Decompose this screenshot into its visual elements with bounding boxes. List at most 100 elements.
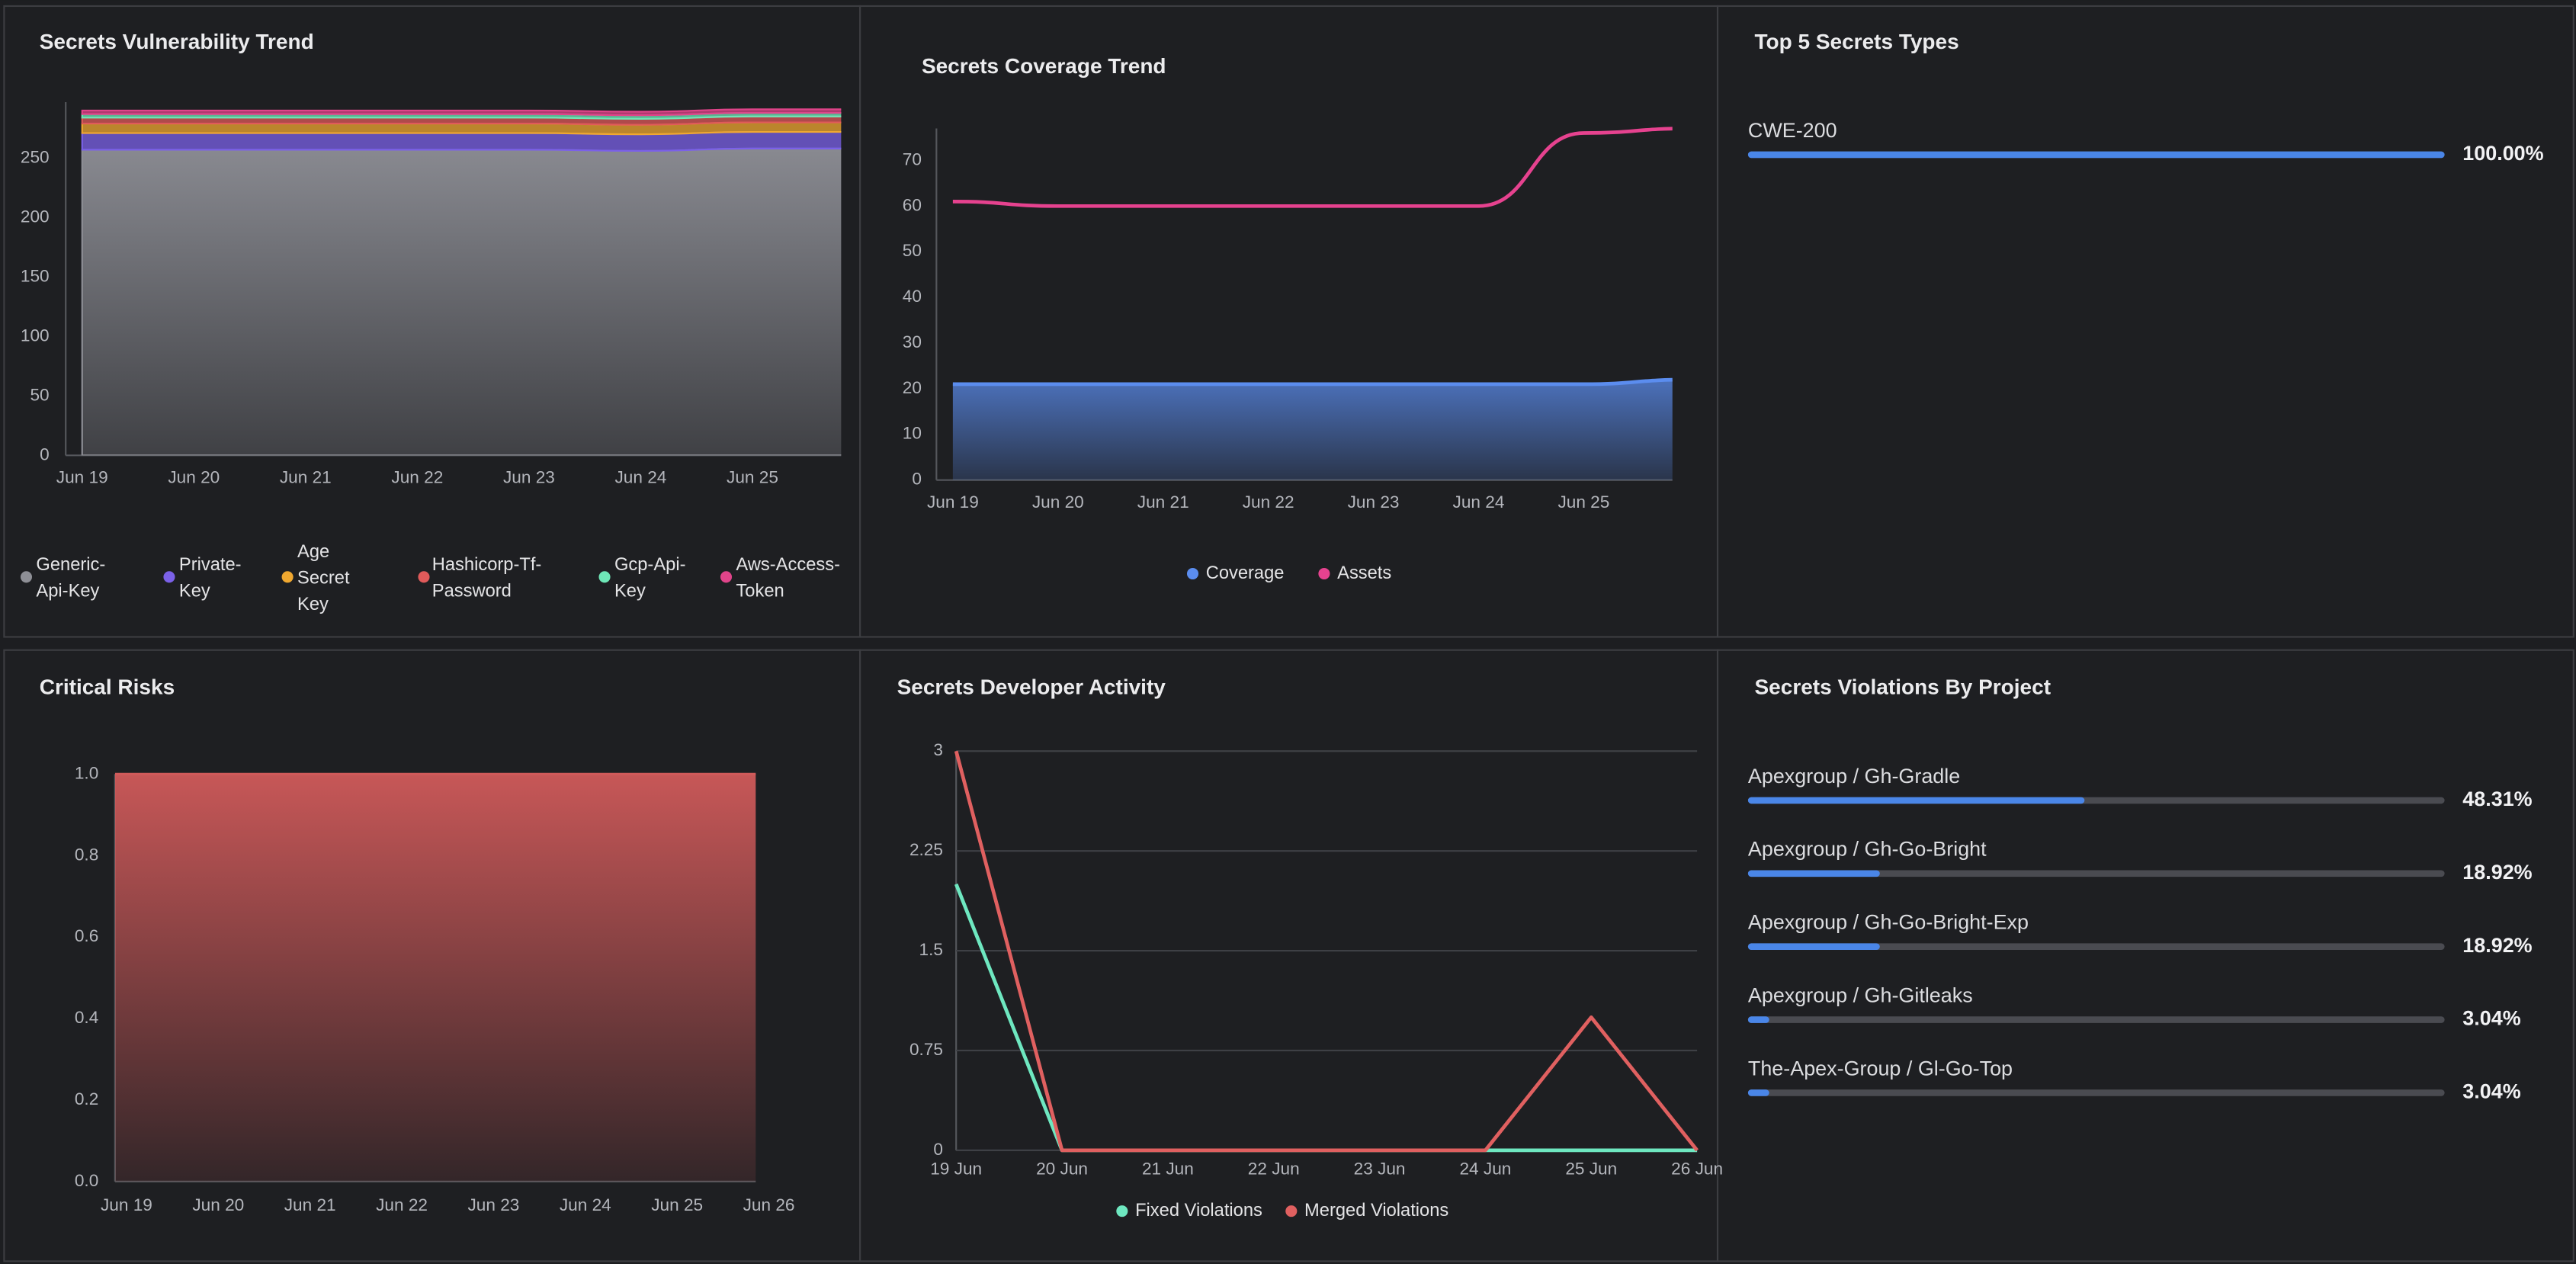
value-label: 48.31% [2462, 788, 2532, 810]
plot [952, 127, 1673, 480]
area [114, 774, 756, 1182]
bar-label: Apexgroup / Gh-Go-Bright [1748, 838, 1987, 861]
legend-entry: Age Secret Key [297, 542, 350, 615]
y-tick-label: 70 [903, 149, 922, 168]
y-tick-label: 50 [30, 385, 49, 404]
y-tick-label: 3 [933, 740, 943, 759]
y-tick-label: 60 [903, 195, 922, 214]
legend-marker [418, 571, 430, 583]
x-tick-label: Jun 19 [101, 1195, 152, 1214]
x-tick-label: Jun 25 [651, 1195, 703, 1214]
x-tick-label: Jun 26 [743, 1195, 795, 1214]
chart-title: Critical Risks [40, 675, 175, 699]
y-tick-label: 0.75 [909, 1040, 943, 1059]
legend-marker [720, 571, 733, 583]
legend-label: Gcp-Api-Key [614, 555, 686, 602]
legend-marker [20, 571, 33, 583]
x-tick-label: 26 Jun [1671, 1160, 1723, 1179]
y-tick-label: 0 [40, 444, 50, 464]
x-tick-label: 25 Jun [1565, 1160, 1617, 1179]
legend-marker [1285, 1205, 1298, 1217]
bar [1747, 943, 1880, 950]
bar-label: The-Apex-Group / Gl-Go-Top [1748, 1057, 2013, 1080]
legend-label: Private-Key [178, 555, 242, 602]
y-tick-label: 10 [903, 424, 922, 443]
bar [1747, 151, 2445, 159]
bar-track [1747, 1016, 2445, 1023]
value-label: 18.92% [2462, 861, 2532, 884]
area-band [81, 108, 842, 117]
x-tick-label: Jun 21 [284, 1195, 336, 1214]
y-tick-label: 1.0 [75, 763, 98, 782]
y-tick-label: 40 [903, 287, 922, 306]
bar [1747, 1089, 1769, 1096]
x-tick-label: Jun 23 [503, 467, 555, 486]
bar-label: CWE-200 [1748, 119, 1837, 142]
x-tick-label: 23 Jun [1354, 1160, 1406, 1179]
x-tick-label: 20 Jun [1036, 1160, 1088, 1179]
legend-marker [163, 571, 175, 583]
plot [81, 108, 842, 456]
legend-entry: Hashicorp-Tf-Password [431, 555, 542, 602]
legend-marker [1186, 567, 1199, 580]
y-tick-label: 250 [21, 147, 50, 166]
x-tick-label: 19 Jun [930, 1160, 982, 1179]
legend-label: Generic-Api-Key [36, 555, 106, 602]
bar [1747, 870, 1880, 877]
legend-label: Hashicorp-Tf-Password [431, 555, 542, 602]
x-tick-label: Jun 25 [727, 467, 778, 486]
legend-label: Assets [1337, 563, 1391, 583]
y-tick-label: 0 [912, 470, 922, 489]
y-tick-label: 50 [903, 241, 922, 260]
bar-label: Apexgroup / Gh-Go-Bright-Exp [1748, 911, 2029, 934]
bar-label: Apexgroup / Gh-Gradle [1748, 765, 1960, 788]
y-tick-label: 0.4 [75, 1008, 98, 1027]
legend-marker [281, 571, 294, 583]
value-label: 3.04% [2462, 1080, 2520, 1103]
x-tick-label: 22 Jun [1248, 1160, 1300, 1179]
area [952, 380, 1673, 480]
value-label: 3.04% [2462, 1007, 2520, 1030]
y-tick-label: 2.25 [909, 840, 943, 859]
x-tick-label: Jun 24 [560, 1195, 611, 1214]
chart-title: Secrets Coverage Trend [922, 54, 1166, 78]
y-tick-label: 0.6 [75, 926, 98, 945]
panel [1716, 5, 2574, 638]
plot [114, 772, 756, 1182]
chart-title: Secrets Violations By Project [1755, 675, 2051, 699]
chart-title: Secrets Developer Activity [897, 675, 1166, 699]
bar-track [1747, 870, 2445, 877]
area-band [81, 130, 842, 152]
legend-label: Age Secret Key [297, 542, 350, 615]
y-tick-label: 0 [933, 1140, 943, 1159]
line [952, 127, 1673, 208]
y-tick-label: 200 [21, 207, 50, 226]
y-tick-label: 0.2 [75, 1089, 98, 1108]
chart-title: Top 5 Secrets Types [1755, 30, 1959, 53]
bar-track [1747, 943, 2445, 950]
bar-track [1747, 1089, 2445, 1096]
legend-entry: Generic-Api-Key [36, 555, 106, 602]
x-tick-label: Jun 20 [192, 1195, 244, 1214]
x-tick-label: Jun 23 [1348, 492, 1400, 512]
y-tick-label: 1.5 [919, 940, 943, 959]
y-tick-label: 0.8 [75, 845, 98, 864]
panel [859, 5, 1719, 638]
x-tick-label: Jun 22 [391, 467, 443, 486]
bar [1747, 797, 2085, 804]
value-label: 18.92% [2462, 934, 2532, 957]
x-tick-label: 21 Jun [1142, 1160, 1194, 1179]
area-band [81, 147, 842, 456]
x-tick-label: Jun 24 [614, 467, 666, 486]
legend-marker [1116, 1205, 1128, 1217]
legend-marker [1318, 567, 1330, 580]
line [952, 377, 1673, 387]
legend-entry: Gcp-Api-Key [614, 555, 686, 602]
legend-label: Aws-Access-Token [736, 555, 841, 602]
x-tick-label: Jun 20 [1032, 492, 1084, 512]
y-tick-label: 0.0 [75, 1171, 98, 1190]
x-tick-label: 24 Jun [1459, 1160, 1511, 1179]
x-tick-label: Jun 22 [1243, 492, 1294, 512]
bar-label: Apexgroup / Gh-Gitleaks [1748, 984, 1973, 1007]
legend-label: Merged Violations [1304, 1201, 1448, 1221]
